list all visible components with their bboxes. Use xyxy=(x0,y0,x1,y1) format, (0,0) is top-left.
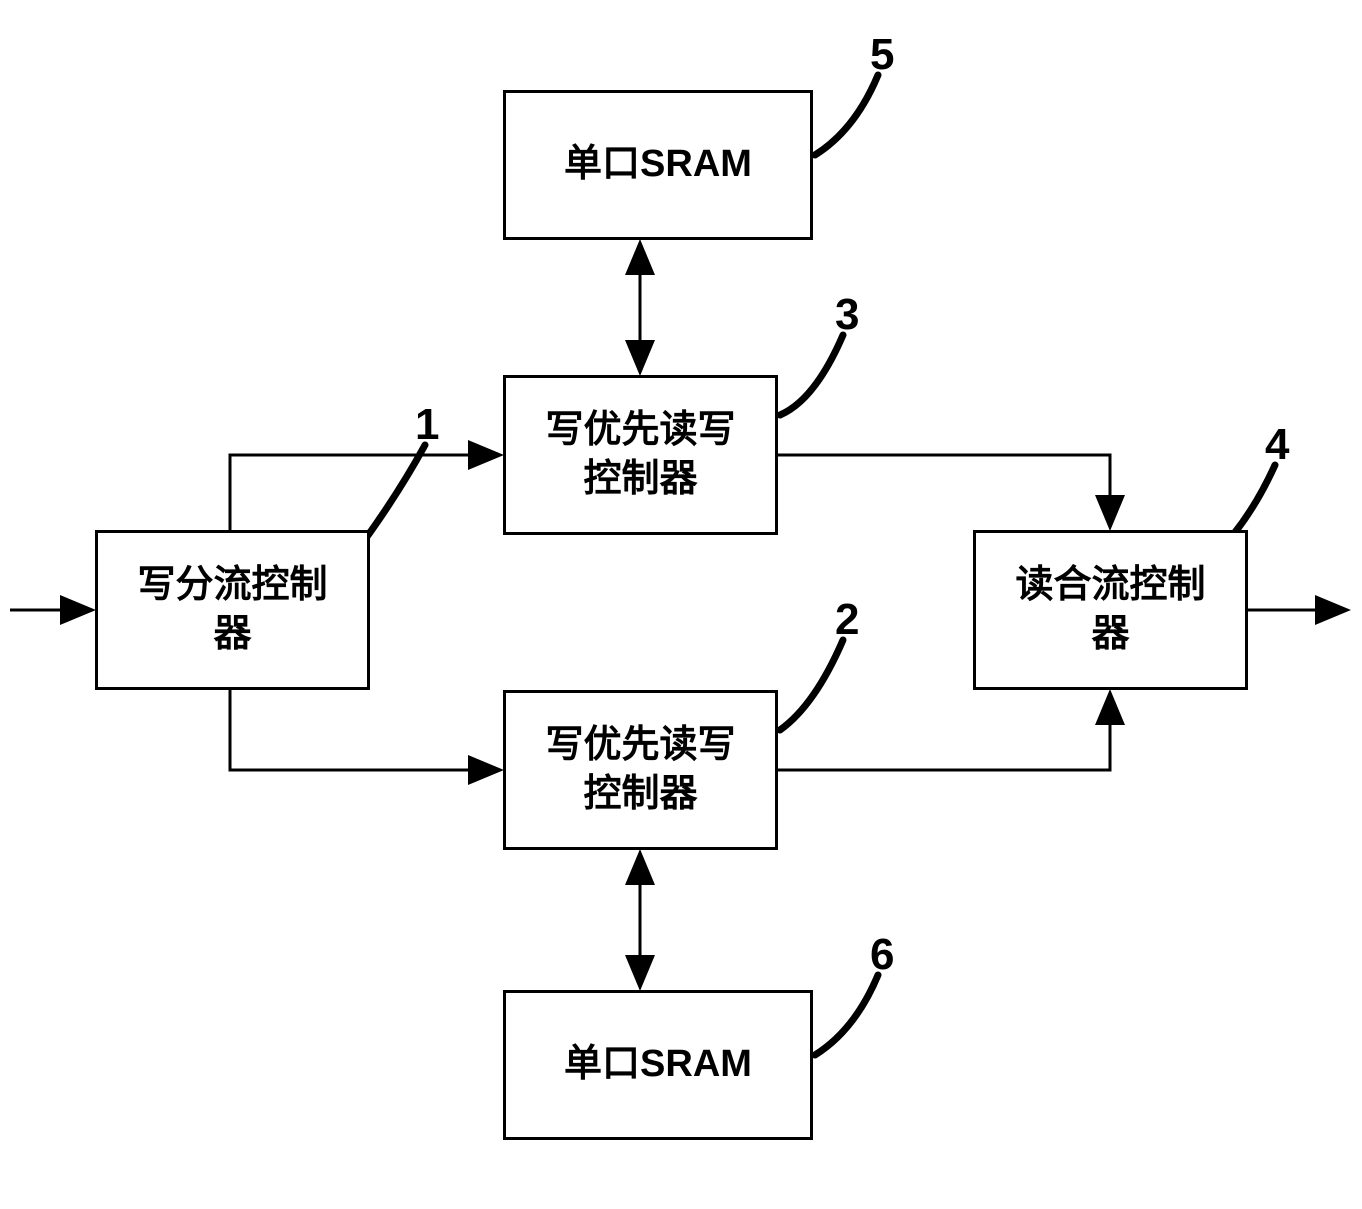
diagram-container: 单口SRAM 写优先读写 控制器 写分流控制 器 写优先读写 控制器 读合流控制… xyxy=(0,0,1362,1209)
node-write-priority-bottom: 写优先读写 控制器 xyxy=(503,690,778,850)
callout-label-5: 5 xyxy=(870,30,894,80)
callout-curve-2 xyxy=(780,640,843,730)
node-write-priority-top: 写优先读写 控制器 xyxy=(503,375,778,535)
callout-curve-6 xyxy=(815,975,878,1055)
node-label: 单口SRAM xyxy=(564,1040,752,1089)
node-label: 写优先读写 控制器 xyxy=(545,406,735,505)
callout-label-1: 1 xyxy=(415,400,439,450)
callout-curve-3 xyxy=(780,335,843,415)
node-label: 单口SRAM xyxy=(564,140,752,189)
node-label: 写分流控制 器 xyxy=(137,561,327,660)
callout-number: 1 xyxy=(415,400,439,449)
callout-number: 2 xyxy=(835,595,859,644)
node-label: 读合流控制 器 xyxy=(1015,561,1205,660)
node-write-split: 写分流控制 器 xyxy=(95,530,370,690)
callout-number: 5 xyxy=(870,30,894,79)
edge-split-to-top xyxy=(230,455,498,530)
edge-top-to-merge xyxy=(778,455,1110,525)
node-sram-top: 单口SRAM xyxy=(503,90,813,240)
callout-number: 4 xyxy=(1265,420,1289,469)
callout-number: 3 xyxy=(835,290,859,339)
callout-label-3: 3 xyxy=(835,290,859,340)
edge-bottom-to-merge xyxy=(778,695,1110,770)
node-sram-bottom: 单口SRAM xyxy=(503,990,813,1140)
callout-label-4: 4 xyxy=(1265,420,1289,470)
callout-number: 6 xyxy=(870,930,894,979)
edge-split-to-bottom xyxy=(230,690,498,770)
callout-label-6: 6 xyxy=(870,930,894,980)
node-label: 写优先读写 控制器 xyxy=(545,721,735,820)
callout-label-2: 2 xyxy=(835,595,859,645)
callout-curve-5 xyxy=(815,75,878,155)
node-read-merge: 读合流控制 器 xyxy=(973,530,1248,690)
